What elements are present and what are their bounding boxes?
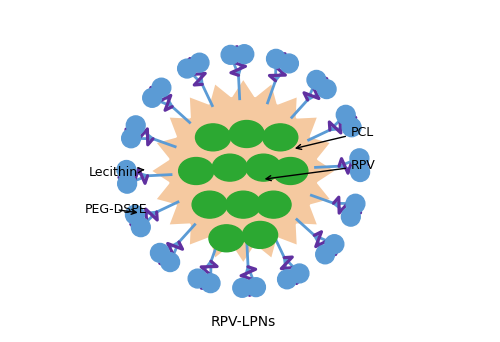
Circle shape [290,264,309,283]
Ellipse shape [212,154,248,181]
Circle shape [278,270,296,289]
Circle shape [152,78,171,97]
Ellipse shape [178,158,214,184]
Circle shape [342,207,360,226]
Ellipse shape [256,191,291,218]
Ellipse shape [273,158,308,184]
Circle shape [325,235,344,253]
Circle shape [350,149,369,168]
Circle shape [201,274,220,293]
Circle shape [188,269,207,288]
Circle shape [190,53,209,72]
Circle shape [307,70,326,89]
Circle shape [342,118,361,137]
Ellipse shape [263,124,298,151]
Ellipse shape [192,191,227,218]
Circle shape [122,129,141,148]
Text: RPV: RPV [266,159,376,181]
Text: PEG-DSPE: PEG-DSPE [85,203,148,216]
Circle shape [317,80,336,98]
Polygon shape [152,80,334,262]
Circle shape [235,45,254,64]
Circle shape [178,59,197,78]
Circle shape [233,278,252,297]
Circle shape [221,45,240,64]
Circle shape [316,245,334,264]
Circle shape [118,174,137,193]
Ellipse shape [209,225,244,252]
Circle shape [336,105,355,124]
Circle shape [346,194,365,213]
Text: Lecithin: Lecithin [88,166,144,179]
Ellipse shape [242,222,278,248]
Circle shape [126,116,145,135]
Circle shape [142,89,162,107]
Text: RPV-LPNs: RPV-LPNs [210,315,276,329]
Circle shape [170,97,318,245]
Ellipse shape [196,124,230,151]
Circle shape [246,278,266,297]
Ellipse shape [246,154,281,181]
Circle shape [350,162,370,182]
Text: PCL: PCL [296,126,374,149]
Circle shape [266,49,285,68]
Circle shape [160,253,180,272]
Circle shape [132,218,150,237]
Ellipse shape [229,120,264,147]
Circle shape [280,54,298,73]
Circle shape [126,205,144,224]
Circle shape [150,244,170,262]
Circle shape [117,160,136,180]
Ellipse shape [226,191,261,218]
